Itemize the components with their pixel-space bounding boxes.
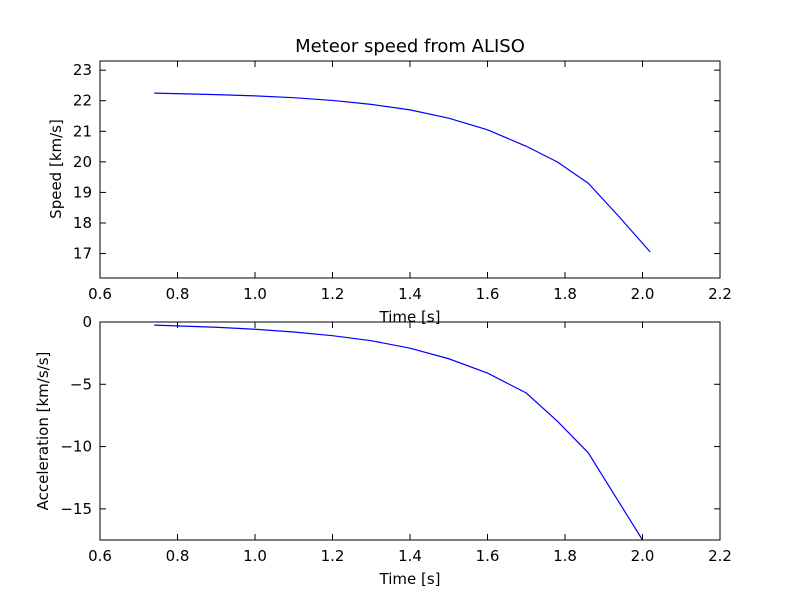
- acceleration-x-tick-label: 1.0: [243, 547, 267, 565]
- speed-x-tick-label: 1.2: [321, 285, 345, 303]
- acceleration-x-tick-label: 2.2: [708, 547, 732, 565]
- speed-x-tick-label: 1.0: [243, 285, 267, 303]
- acceleration-x-tick-label: 1.2: [321, 547, 345, 565]
- acceleration-x-tick-label: 2.0: [631, 547, 655, 565]
- acceleration-x-tick-label: 0.6: [88, 547, 112, 565]
- acceleration-y-tick-label: −10: [60, 438, 92, 456]
- acceleration-subplot: 0.6 0.8 1.0 1.2 1.4 1.6 1.8 2.0 2.2 0 −5 −10 −15 Tim…: [34, 313, 732, 588]
- speed-series-line: [154, 92, 651, 253]
- speed-x-tick-label: 2.2: [708, 285, 732, 303]
- speed-x-tick-label: 2.0: [631, 285, 655, 303]
- speed-y-tick-label: 20: [73, 153, 92, 171]
- speed-x-tick-label: 1.6: [476, 285, 500, 303]
- speed-y-tick-label: 23: [73, 61, 92, 79]
- acceleration-x-tick-label: 1.6: [476, 547, 500, 565]
- speed-y-tick-label: 18: [73, 214, 92, 232]
- acceleration-y-tick-label: 0: [82, 313, 92, 331]
- speed-x-tick-label: 0.8: [166, 285, 190, 303]
- acceleration-x-axis-label: Time [s]: [379, 570, 441, 588]
- acceleration-y-tick-label: −15: [60, 500, 92, 518]
- speed-chart-title: Meteor speed from ALISO: [295, 36, 525, 57]
- speed-y-tick-label: 19: [73, 183, 92, 201]
- acceleration-series-line: [154, 324, 644, 540]
- speed-x-tick-label: 1.4: [398, 285, 422, 303]
- speed-x-tick-label: 1.8: [553, 285, 577, 303]
- acceleration-y-tick-label: −5: [70, 375, 92, 393]
- acceleration-x-tick-label: 1.8: [553, 547, 577, 565]
- speed-y-axis-label: Speed [km/s]: [47, 119, 65, 219]
- speed-subplot: Meteor speed from ALISO 0.6 0.8 1.0 1.2 1.4 1…: [47, 36, 732, 326]
- speed-y-tick-label: 22: [73, 92, 92, 110]
- acceleration-y-axis-label: Acceleration [km/s/s]: [34, 352, 52, 511]
- acceleration-x-tick-label: 0.8: [166, 547, 190, 565]
- speed-y-tick-label: 21: [73, 122, 92, 140]
- speed-y-tick-label: 17: [73, 245, 92, 263]
- acceleration-x-tick-label: 1.4: [398, 547, 422, 565]
- speed-x-tick-label: 0.6: [88, 285, 112, 303]
